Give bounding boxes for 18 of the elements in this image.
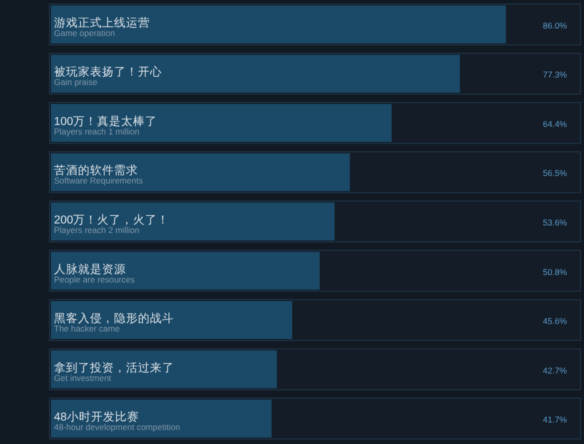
data-label: 64.4% [542,118,568,129]
data-label: 53.6% [542,218,568,228]
data-label: 56.5% [542,168,568,178]
y-tick-label: 游戏正式上线运营 Game operation [54,16,150,38]
y-tick-label: 100万！真是太棒了 Players reach 1 million [54,114,158,136]
data-label: 77.3% [542,70,568,80]
y-tick-label: 苦酒的软件需求 Software Requirements [54,164,143,186]
y-tick-label: 黑客入侵，隐形的战斗 The hacker came [54,311,174,334]
data-label: 50.8% [542,266,568,277]
data-label: 86.0% [542,20,568,30]
data-label: 41.7% [542,414,568,425]
y-tick-label: 人脉就是资源 People are resources [54,262,135,284]
y-tick-label: 200万！火了，火了！ Players reach 2 million [54,214,170,235]
y-tick-label: 被玩家表扬了！开心 Gain praise [54,64,162,88]
y-tick-label: 48小时开发比赛 48-hour development competition [54,410,180,432]
data-label: 45.6% [542,316,568,326]
data-label: 42.7% [542,365,568,376]
y-tick-label: 拿到了投资，活过来了 Get investment [54,361,174,383]
